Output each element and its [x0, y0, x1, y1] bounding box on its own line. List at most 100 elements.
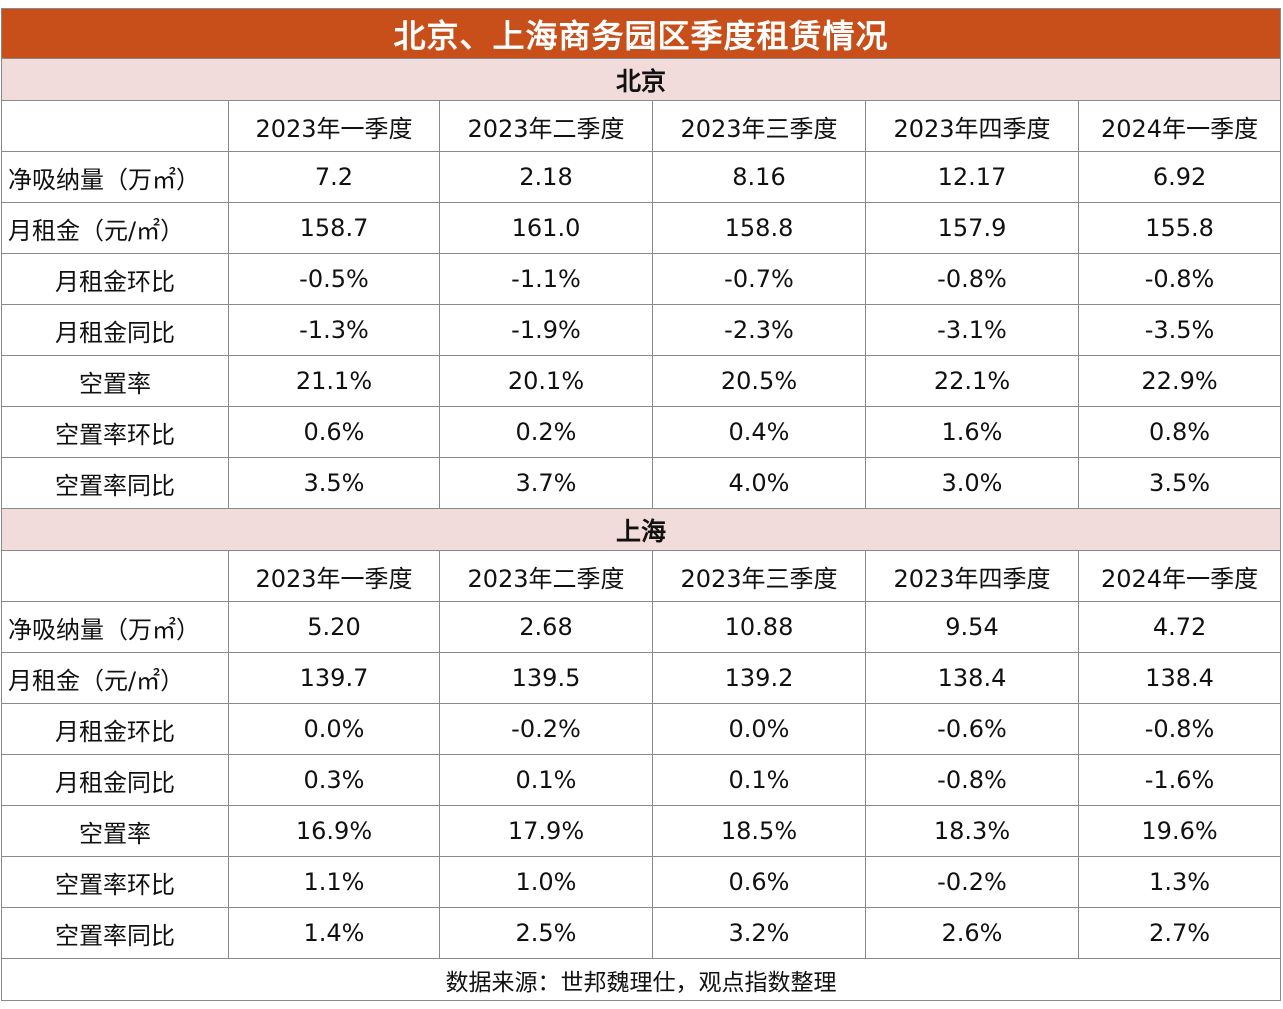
value-cell: 139.2 — [652, 652, 866, 704]
value-cell: 161.0 — [439, 202, 653, 254]
value-cell: -1.9% — [439, 304, 653, 356]
value-cell: 9.54 — [865, 601, 1079, 653]
column-header-quarter: 2024年一季度 — [1077, 550, 1282, 602]
table-row: 月租金环比 -0.5% -1.1% -0.7% -0.8% -0.8% — [1, 253, 1282, 305]
value-cell: -0.6% — [865, 703, 1079, 755]
row-label: 月租金（元/㎡） — [1, 202, 229, 254]
value-cell: 5.20 — [228, 601, 440, 653]
value-cell: 158.7 — [228, 202, 440, 254]
table-row: 空置率环比 1.1% 1.0% 0.6% -0.2% 1.3% — [1, 856, 1282, 908]
corner-cell — [1, 550, 229, 602]
value-cell: -0.7% — [652, 253, 866, 305]
value-cell: 2.6% — [865, 907, 1079, 959]
value-cell: 3.7% — [439, 457, 653, 509]
value-cell: 1.6% — [865, 406, 1079, 458]
section-title: 上海 — [0, 508, 1282, 551]
value-cell: 18.3% — [865, 805, 1079, 857]
column-header-quarter: 2023年二季度 — [439, 100, 653, 152]
row-label: 空置率 — [1, 805, 229, 857]
value-cell: 17.9% — [439, 805, 653, 857]
row-label: 空置率同比 — [1, 457, 229, 509]
row-label: 空置率环比 — [1, 406, 229, 458]
value-cell: 2.68 — [439, 601, 653, 653]
table-row: 空置率 21.1% 20.1% 20.5% 22.1% 22.9% — [1, 355, 1282, 407]
column-header-quarter: 2023年一季度 — [228, 100, 440, 152]
value-cell: 155.8 — [1077, 202, 1282, 254]
value-cell: 21.1% — [228, 355, 440, 407]
value-cell: 2.18 — [439, 151, 653, 203]
value-cell: 1.3% — [1077, 856, 1282, 908]
value-cell: 22.1% — [865, 355, 1079, 407]
row-label: 空置率环比 — [1, 856, 229, 908]
rental-table: 北京、上海商务园区季度租赁情况 北京 2023年一季度 2023年二季度 2023年三… — [0, 8, 1282, 1001]
value-cell: 0.4% — [652, 406, 866, 458]
value-cell: 1.4% — [228, 907, 440, 959]
table-row: 空置率同比 3.5% 3.7% 4.0% 3.0% 3.5% — [1, 457, 1282, 509]
section-header-row: 上海 — [0, 508, 1282, 551]
row-label: 月租金同比 — [1, 754, 229, 806]
value-cell: -3.5% — [1077, 304, 1282, 356]
value-cell: 19.6% — [1077, 805, 1282, 857]
row-label: 月租金同比 — [1, 304, 229, 356]
value-cell: 0.0% — [228, 703, 440, 755]
table-row: 月租金环比 0.0% -0.2% 0.0% -0.6% -0.8% — [1, 703, 1282, 755]
value-cell: 12.17 — [865, 151, 1079, 203]
row-label: 月租金环比 — [1, 253, 229, 305]
column-header-quarter: 2023年三季度 — [652, 100, 866, 152]
value-cell: 16.9% — [228, 805, 440, 857]
value-cell: 4.0% — [652, 457, 866, 509]
value-cell: 6.92 — [1077, 151, 1282, 203]
table-row: 月租金同比 -1.3% -1.9% -2.3% -3.1% -3.5% — [1, 304, 1282, 356]
table-row: 净吸纳量（万㎡） 7.2 2.18 8.16 12.17 6.92 — [1, 151, 1282, 203]
value-cell: -0.8% — [865, 253, 1079, 305]
section-header-row: 北京 — [0, 58, 1282, 101]
row-label: 月租金（元/㎡） — [1, 652, 229, 704]
value-cell: 18.5% — [652, 805, 866, 857]
column-header-quarter: 2024年一季度 — [1077, 100, 1282, 152]
value-cell: 20.5% — [652, 355, 866, 407]
value-cell: 1.0% — [439, 856, 653, 908]
value-cell: -0.8% — [865, 754, 1079, 806]
value-cell: 157.9 — [865, 202, 1079, 254]
value-cell: 0.0% — [652, 703, 866, 755]
section-title: 北京 — [0, 58, 1282, 101]
corner-cell — [1, 100, 229, 152]
table-row: 月租金（元/㎡） 158.7 161.0 158.8 157.9 155.8 — [1, 202, 1282, 254]
value-cell: 4.72 — [1077, 601, 1282, 653]
column-header-quarter: 2023年四季度 — [865, 550, 1079, 602]
value-cell: 0.2% — [439, 406, 653, 458]
table-row: 月租金（元/㎡） 139.7 139.5 139.2 138.4 138.4 — [1, 652, 1282, 704]
value-cell: 0.8% — [1077, 406, 1282, 458]
value-cell: -0.8% — [1077, 253, 1282, 305]
column-header-quarter: 2023年四季度 — [865, 100, 1079, 152]
value-cell: -0.5% — [228, 253, 440, 305]
value-cell: -2.3% — [652, 304, 866, 356]
table-row: 空置率 16.9% 17.9% 18.5% 18.3% 19.6% — [1, 805, 1282, 857]
value-cell: 158.8 — [652, 202, 866, 254]
row-label: 空置率 — [1, 355, 229, 407]
column-header-row: 2023年一季度 2023年二季度 2023年三季度 2023年四季度 2024年一季度 — [1, 550, 1282, 602]
table-row: 净吸纳量（万㎡） 5.20 2.68 10.88 9.54 4.72 — [1, 601, 1282, 653]
value-cell: -0.2% — [439, 703, 653, 755]
value-cell: -1.6% — [1077, 754, 1282, 806]
column-header-quarter: 2023年一季度 — [228, 550, 440, 602]
value-cell: -1.3% — [228, 304, 440, 356]
value-cell: 7.2 — [228, 151, 440, 203]
value-cell: 3.5% — [228, 457, 440, 509]
row-label: 净吸纳量（万㎡） — [1, 151, 229, 203]
value-cell: 139.5 — [439, 652, 653, 704]
value-cell: 1.1% — [228, 856, 440, 908]
value-cell: 138.4 — [865, 652, 1079, 704]
row-label: 净吸纳量（万㎡） — [1, 601, 229, 653]
column-header-quarter: 2023年三季度 — [652, 550, 866, 602]
value-cell: -0.8% — [1077, 703, 1282, 755]
value-cell: 10.88 — [652, 601, 866, 653]
source-note: 数据来源：世邦魏理仕，观点指数整理 — [0, 958, 1282, 1001]
value-cell: 0.6% — [652, 856, 866, 908]
table-title: 北京、上海商务园区季度租赁情况 — [0, 8, 1282, 59]
value-cell: 139.7 — [228, 652, 440, 704]
value-cell: 8.16 — [652, 151, 866, 203]
value-cell: 0.6% — [228, 406, 440, 458]
row-label: 空置率同比 — [1, 907, 229, 959]
value-cell: 2.5% — [439, 907, 653, 959]
